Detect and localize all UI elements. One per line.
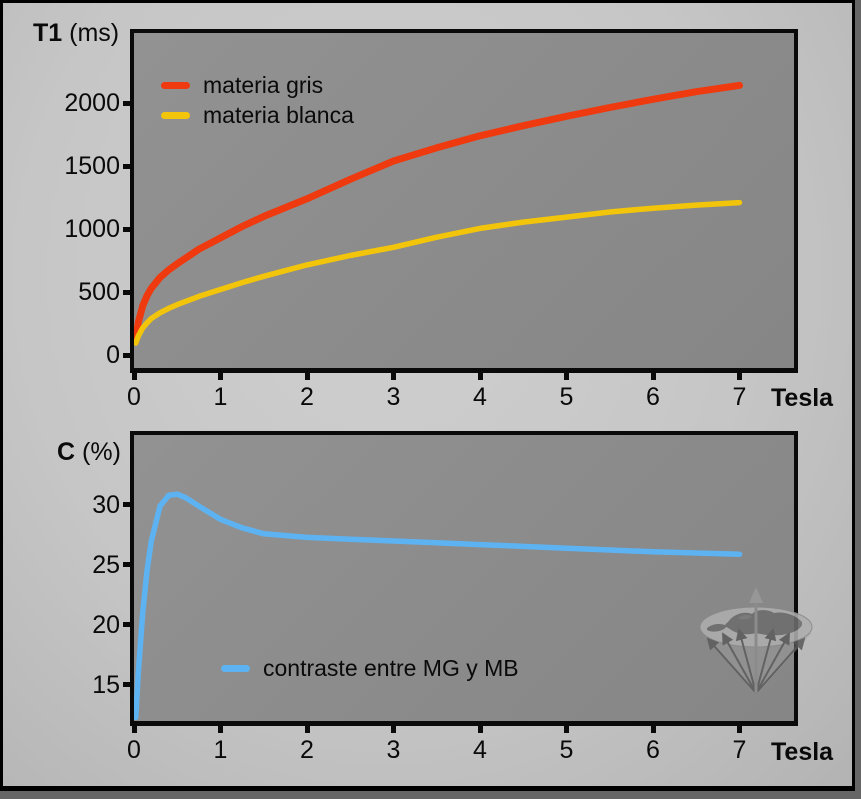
series-line-materia-gris [134, 81, 743, 345]
x-tick-label: 3 [386, 736, 401, 764]
t1-x-axis-unit: Tesla [771, 384, 834, 412]
legend-row: contraste entre MG y MB [221, 653, 519, 683]
t1-legend: materia gris materia blanca [161, 70, 354, 130]
t1-axis-title: T1 (ms) [33, 19, 119, 48]
y-tick-mark [123, 226, 130, 232]
y-tick-mark [123, 100, 130, 106]
x-tick-label: 3 [386, 383, 401, 411]
globe-with-arrow-fan-icon [699, 587, 813, 695]
contrast-axis-title: C (%) [57, 438, 121, 467]
x-tick-mark [564, 726, 569, 733]
y-tick-label: 0 [106, 341, 120, 370]
x-tick-label: 0 [127, 383, 141, 411]
series-line-materia-blanca [134, 199, 743, 346]
x-tick-label: 5 [559, 383, 574, 411]
legend-row: materia blanca [161, 100, 354, 130]
contrast-x-axis-unit: Tesla [771, 738, 834, 766]
x-tick-mark [304, 373, 310, 380]
contrast-curve [134, 491, 743, 721]
y-tick-mark [123, 352, 130, 358]
x-tick-label: 4 [473, 736, 487, 764]
x-tick-label: 1 [213, 736, 228, 764]
y-tick-mark [123, 562, 130, 568]
central-axis-arrow [749, 587, 763, 693]
x-tick-mark [737, 726, 742, 733]
legend-swatch-icon [161, 111, 190, 119]
x-tick-mark [218, 726, 223, 733]
t1-axis-title-unit: (ms) [69, 19, 120, 47]
x-tick-label: 2 [300, 383, 314, 411]
t1-plot-area [130, 29, 798, 373]
legend-swatch-icon [161, 81, 190, 89]
globe-with-arrow-fan-watermark [694, 583, 820, 705]
y-tick-mark [123, 622, 130, 628]
x-tick-mark [477, 373, 483, 380]
x-tick-label: 7 [732, 736, 747, 764]
contrast-axis-title-unit: (%) [82, 438, 121, 466]
legend-label: materia gris [203, 71, 324, 98]
legend-swatch-icon [221, 664, 250, 672]
x-tick-label: 0 [127, 736, 141, 764]
x-tick-label: 6 [646, 736, 660, 764]
arrow-fan [706, 628, 806, 694]
x-tick-label: 1 [213, 383, 228, 411]
x-tick-mark [564, 373, 569, 380]
x-tick-mark [650, 373, 656, 380]
y-tick-label: 1500 [64, 152, 120, 181]
contrast-axis-title-bold: C [57, 438, 76, 466]
x-tick-mark [737, 373, 742, 380]
y-tick-label: 500 [78, 278, 120, 307]
y-tick-label: 30 [92, 490, 120, 519]
x-tick-mark [131, 373, 137, 380]
y-tick-label: 15 [92, 670, 120, 699]
x-tick-label: 6 [646, 383, 660, 411]
contrast-plot-area [130, 431, 798, 726]
y-tick-mark [123, 163, 130, 169]
legend-label: contraste entre MG y MB [263, 654, 519, 681]
x-tick-label: 2 [300, 736, 314, 764]
y-tick-label: 25 [92, 550, 120, 579]
series-line-contraste-entre-MG-y-MB [134, 491, 743, 721]
x-tick-mark [131, 726, 137, 733]
x-tick-mark [304, 726, 310, 733]
x-tick-mark [391, 373, 396, 380]
x-tick-mark [650, 726, 656, 733]
contrast-legend: contraste entre MG y MB [221, 653, 519, 683]
x-tick-mark [477, 726, 483, 733]
legend-label: materia blanca [203, 101, 354, 128]
x-tick-label: 5 [559, 736, 574, 764]
x-tick-mark [218, 373, 223, 380]
y-tick-mark [123, 289, 130, 295]
x-tick-label: 4 [473, 383, 487, 411]
y-tick-mark [123, 682, 130, 688]
y-tick-label: 1000 [64, 215, 120, 244]
legend-row: materia gris [161, 70, 354, 100]
t1-axis-title-bold: T1 [33, 19, 63, 47]
y-tick-label: 2000 [64, 89, 120, 118]
y-tick-mark [123, 502, 130, 508]
y-tick-label: 20 [92, 610, 120, 639]
x-tick-label: 7 [732, 383, 747, 411]
t1-curves [134, 81, 743, 346]
x-tick-mark [391, 726, 396, 733]
